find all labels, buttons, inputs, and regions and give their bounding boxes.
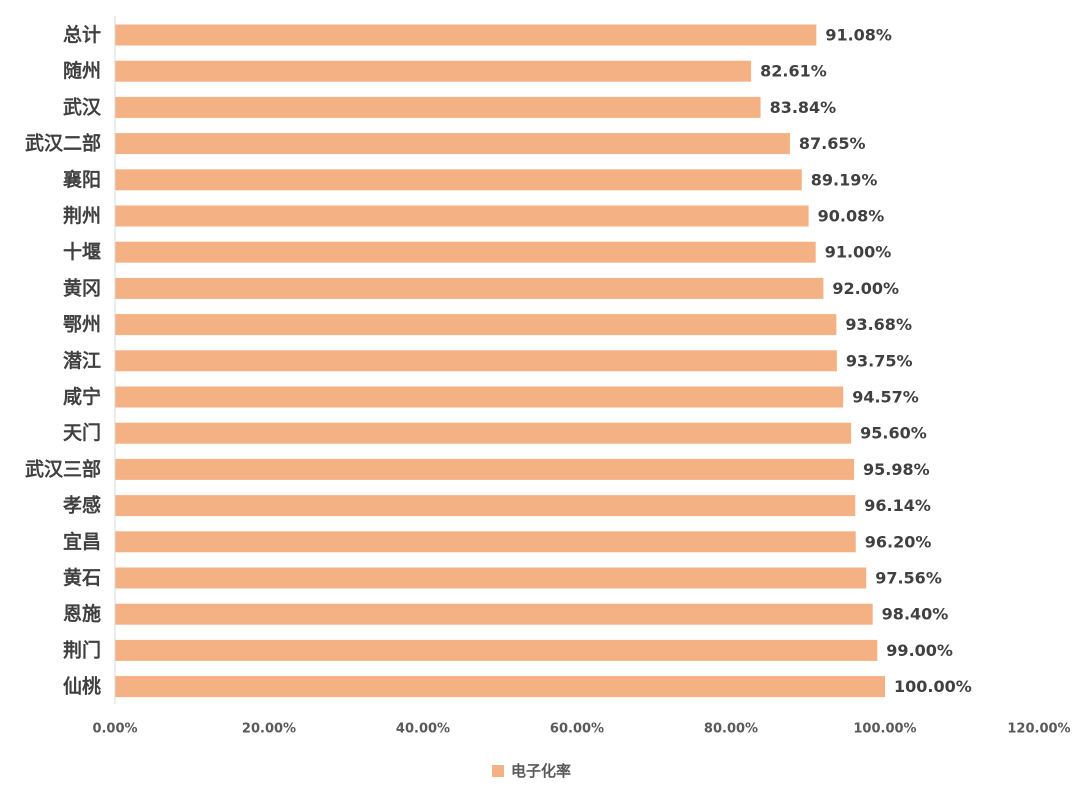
data-label: 92.00%	[832, 279, 899, 298]
data-label: 99.00%	[886, 641, 953, 660]
bar	[115, 24, 817, 46]
data-label: 100.00%	[894, 677, 972, 696]
bar	[115, 495, 856, 517]
data-label: 91.00%	[825, 243, 892, 262]
x-tick-label: 0.00%	[92, 722, 137, 737]
category-label: 荆门	[63, 638, 101, 661]
data-label: 98.40%	[882, 605, 949, 624]
bar	[115, 422, 852, 444]
bar	[115, 314, 837, 336]
bar	[115, 386, 844, 408]
category-label: 黄石	[63, 566, 101, 589]
bar	[115, 241, 816, 263]
category-labels: 总计随州武汉武汉二部襄阳荆州十堰黄冈鄂州潜江咸宁天门武汉三部孝感宜昌黄石恩施荆门…	[25, 23, 102, 698]
bar	[115, 60, 752, 82]
legend: 电子化率	[492, 762, 571, 780]
x-tick-label: 80.00%	[704, 722, 758, 737]
bar	[115, 567, 867, 589]
data-label: 95.60%	[860, 424, 927, 443]
data-label: 83.84%	[770, 98, 837, 117]
data-label: 95.98%	[863, 460, 930, 479]
category-label: 武汉三部	[25, 457, 101, 480]
data-label: 93.68%	[845, 315, 912, 334]
category-label: 孝感	[63, 494, 101, 517]
bar	[115, 133, 790, 155]
bar	[115, 676, 885, 698]
bar	[115, 169, 802, 191]
bar	[115, 458, 855, 480]
data-label: 97.56%	[875, 569, 942, 588]
category-label: 潜江	[63, 349, 101, 372]
x-tick-label: 100.00%	[853, 722, 916, 737]
x-tick-label: 40.00%	[396, 722, 450, 737]
category-label: 黄冈	[63, 276, 101, 299]
x-tick-label: 60.00%	[550, 722, 604, 737]
data-label: 90.08%	[818, 207, 885, 226]
category-label: 咸宁	[63, 385, 101, 408]
data-label: 96.20%	[865, 532, 932, 551]
category-label: 天门	[63, 421, 101, 444]
bar	[115, 639, 878, 661]
bar	[115, 603, 873, 625]
bar	[115, 96, 761, 118]
category-label: 十堰	[63, 240, 101, 263]
category-label: 恩施	[63, 602, 101, 625]
legend-label: 电子化率	[511, 762, 571, 780]
data-labels: 91.08% 82.61% 83.84% 87.65% 89.19% 90.08% 91.0…	[760, 26, 972, 697]
x-tick-label: 120.00%	[1007, 722, 1070, 737]
category-label: 随州	[63, 59, 101, 82]
data-label: 82.61%	[760, 62, 827, 81]
data-label: 93.75%	[846, 351, 913, 370]
bars-layer	[115, 24, 885, 698]
category-label: 总计	[63, 23, 101, 46]
bar	[115, 350, 837, 372]
data-label: 96.14%	[864, 496, 931, 515]
bar	[115, 277, 824, 299]
category-label: 武汉二部	[25, 132, 101, 155]
x-tick-label: 20.00%	[242, 722, 296, 737]
bar	[115, 531, 856, 553]
category-label: 仙桃	[63, 675, 101, 698]
data-label: 87.65%	[799, 134, 866, 153]
x-axis-tick-labels: 0.00% 20.00% 40.00% 60.00% 80.00% 100.00% 120.…	[92, 722, 1070, 737]
category-label: 武汉	[63, 96, 102, 118]
data-label: 94.57%	[852, 388, 919, 407]
category-label: 襄阳	[62, 168, 101, 191]
data-label: 91.08%	[825, 26, 892, 45]
category-label: 鄂州	[63, 314, 101, 336]
data-label: 89.19%	[811, 170, 878, 189]
category-label: 荆州	[63, 204, 101, 227]
legend-swatch	[492, 765, 504, 777]
bar	[115, 205, 809, 227]
category-label: 宜昌	[63, 530, 101, 553]
